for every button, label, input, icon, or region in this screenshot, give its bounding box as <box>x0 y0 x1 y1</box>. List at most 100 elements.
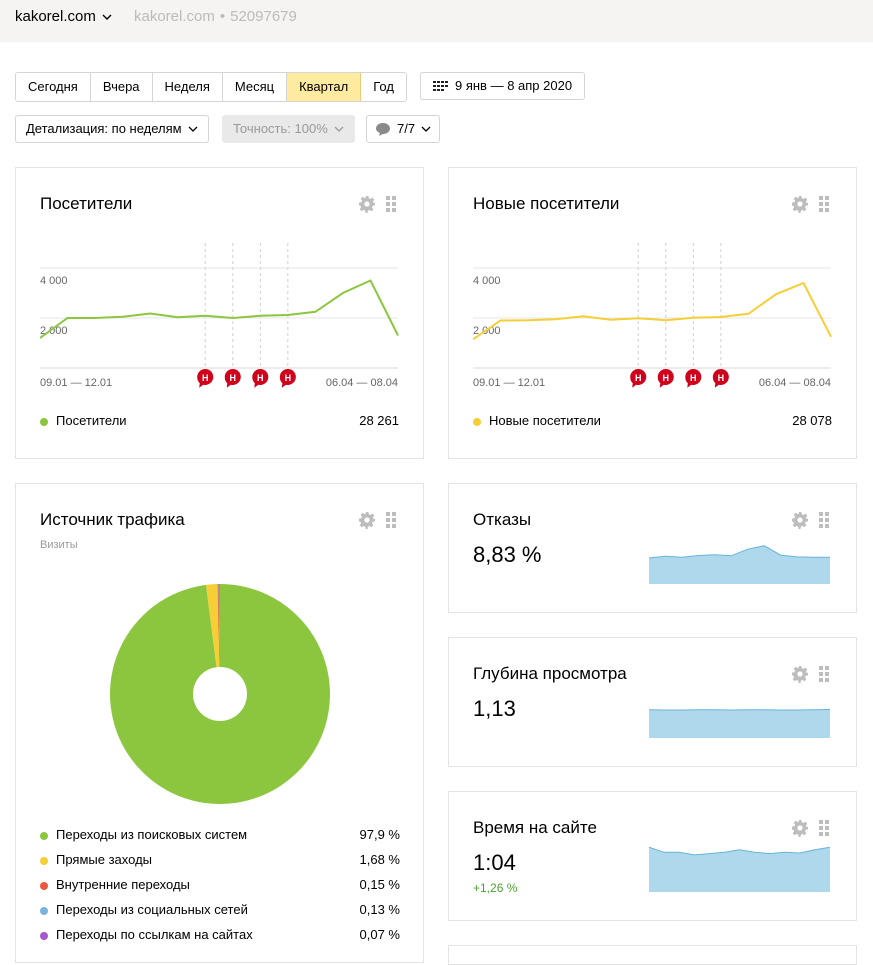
legend-value: 0,13 % <box>360 902 400 917</box>
annotation-marker[interactable]: Н <box>685 369 701 388</box>
sparkline-area <box>649 710 830 739</box>
annotation-letter: Н <box>230 373 237 383</box>
widget-title: Посетители <box>40 194 132 214</box>
metric-delta: +1,26 % <box>473 881 517 895</box>
period-tab[interactable]: Квартал <box>287 73 361 101</box>
legend-label: Новые посетители <box>489 413 601 428</box>
legend-label: Прямые заходы <box>56 852 152 867</box>
drag-handle-icon[interactable] <box>818 511 830 529</box>
chevron-down-icon <box>188 125 198 133</box>
series-line <box>473 283 831 339</box>
widget-controls <box>358 195 397 213</box>
widget-controls <box>358 511 397 529</box>
legend-dot <box>40 882 48 890</box>
accuracy-label: Точность: 100% <box>233 116 328 142</box>
gear-icon[interactable] <box>358 195 376 213</box>
segments-label: 7/7 <box>397 116 415 142</box>
gear-icon[interactable] <box>791 511 809 529</box>
bounce-sparkline <box>649 544 830 584</box>
drag-handle-icon[interactable] <box>818 195 830 213</box>
counter-info: kakorel.com•52097679 <box>134 8 297 25</box>
site-host: kakorel.com <box>134 8 215 25</box>
segments-dropdown[interactable]: 7/7 <box>366 115 440 143</box>
calendar-icon <box>433 80 449 92</box>
comment-icon <box>375 121 391 137</box>
drag-handle-icon[interactable] <box>385 195 397 213</box>
detail-dropdown[interactable]: Детализация: по неделям <box>15 115 209 143</box>
widget-title: Отказы <box>473 510 531 530</box>
legend-item: Посетители <box>40 413 127 428</box>
annotation-letter: Н <box>257 373 264 383</box>
separator: • <box>220 8 225 25</box>
x-tick-label: 06.04 — 08.04 <box>326 377 398 389</box>
period-tab[interactable]: Вчера <box>91 73 153 101</box>
legend-label: Посетители <box>56 413 127 428</box>
gear-icon[interactable] <box>791 819 809 837</box>
widget-controls <box>791 511 830 529</box>
annotation-marker[interactable]: Н <box>252 369 268 388</box>
annotation-marker[interactable]: Н <box>197 369 213 388</box>
drag-handle-icon[interactable] <box>818 819 830 837</box>
date-range-button[interactable]: 9 янв — 8 апр 2020 <box>420 72 585 100</box>
widget-title: Время на сайте <box>473 818 597 838</box>
drag-handle-icon[interactable] <box>818 665 830 683</box>
time-sparkline <box>649 844 830 892</box>
time-widget: Время на сайте 1:04 +1,26 % <box>448 791 857 921</box>
annotation-marker[interactable]: Н <box>713 369 729 388</box>
annotation-marker[interactable]: Н <box>630 369 646 388</box>
pie-hole <box>193 667 247 721</box>
legend-item[interactable]: Внутренние переходы 0,15 % <box>40 877 400 892</box>
widget-controls <box>791 195 830 213</box>
widget-title: Глубина просмотра <box>473 664 627 684</box>
chevron-down-icon <box>421 125 431 133</box>
legend-item[interactable]: Прямые заходы 1,68 % <box>40 852 400 867</box>
x-tick-label: 06.04 — 08.04 <box>759 377 831 389</box>
gear-icon[interactable] <box>358 511 376 529</box>
gear-icon[interactable] <box>791 665 809 683</box>
site-name: kakorel.com <box>15 8 96 25</box>
traffic-pie-chart <box>108 582 332 806</box>
legend-value: 0,15 % <box>360 877 400 892</box>
date-range-label: 9 янв — 8 апр 2020 <box>455 73 572 99</box>
detail-label: Детализация: по неделям <box>26 116 182 142</box>
annotation-letter: Н <box>663 373 670 383</box>
top-bar: kakorel.com kakorel.com•52097679 <box>0 0 873 42</box>
legend-label: Внутренние переходы <box>56 877 190 892</box>
annotation-letter: Н <box>285 373 292 383</box>
metric-value: 8,83 % <box>473 542 542 568</box>
chevron-down-icon <box>102 12 112 22</box>
annotation-letter: Н <box>202 373 209 383</box>
legend-dot <box>40 857 48 865</box>
annotation-marker[interactable]: Н <box>658 369 674 388</box>
period-tab[interactable]: Неделя <box>153 73 223 101</box>
legend-total: 28 261 <box>359 413 399 428</box>
widget-title: Новые посетители <box>473 194 619 214</box>
period-tab[interactable]: Месяц <box>223 73 287 101</box>
legend-value: 1,68 % <box>360 852 400 867</box>
annotation-marker[interactable]: Н <box>280 369 296 388</box>
accuracy-dropdown[interactable]: Точность: 100% <box>222 115 355 143</box>
annotation-marker[interactable]: Н <box>225 369 241 388</box>
period-tab[interactable]: Сегодня <box>16 73 91 101</box>
legend-label: Переходы по ссылкам на сайтах <box>56 927 253 942</box>
period-tab[interactable]: Год <box>361 73 406 101</box>
y-tick-label: 4 000 <box>40 275 68 287</box>
site-selector[interactable]: kakorel.com <box>15 8 112 25</box>
annotation-letter: Н <box>690 373 697 383</box>
widget-controls <box>791 665 830 683</box>
widget-subtitle: Визиты <box>40 539 78 551</box>
legend-dot <box>40 907 48 915</box>
drag-handle-icon[interactable] <box>385 511 397 529</box>
gear-icon[interactable] <box>791 195 809 213</box>
depth-widget: Глубина просмотра 1,13 <box>448 637 857 767</box>
legend-total: 28 078 <box>792 413 832 428</box>
sparkline-line <box>649 710 830 711</box>
